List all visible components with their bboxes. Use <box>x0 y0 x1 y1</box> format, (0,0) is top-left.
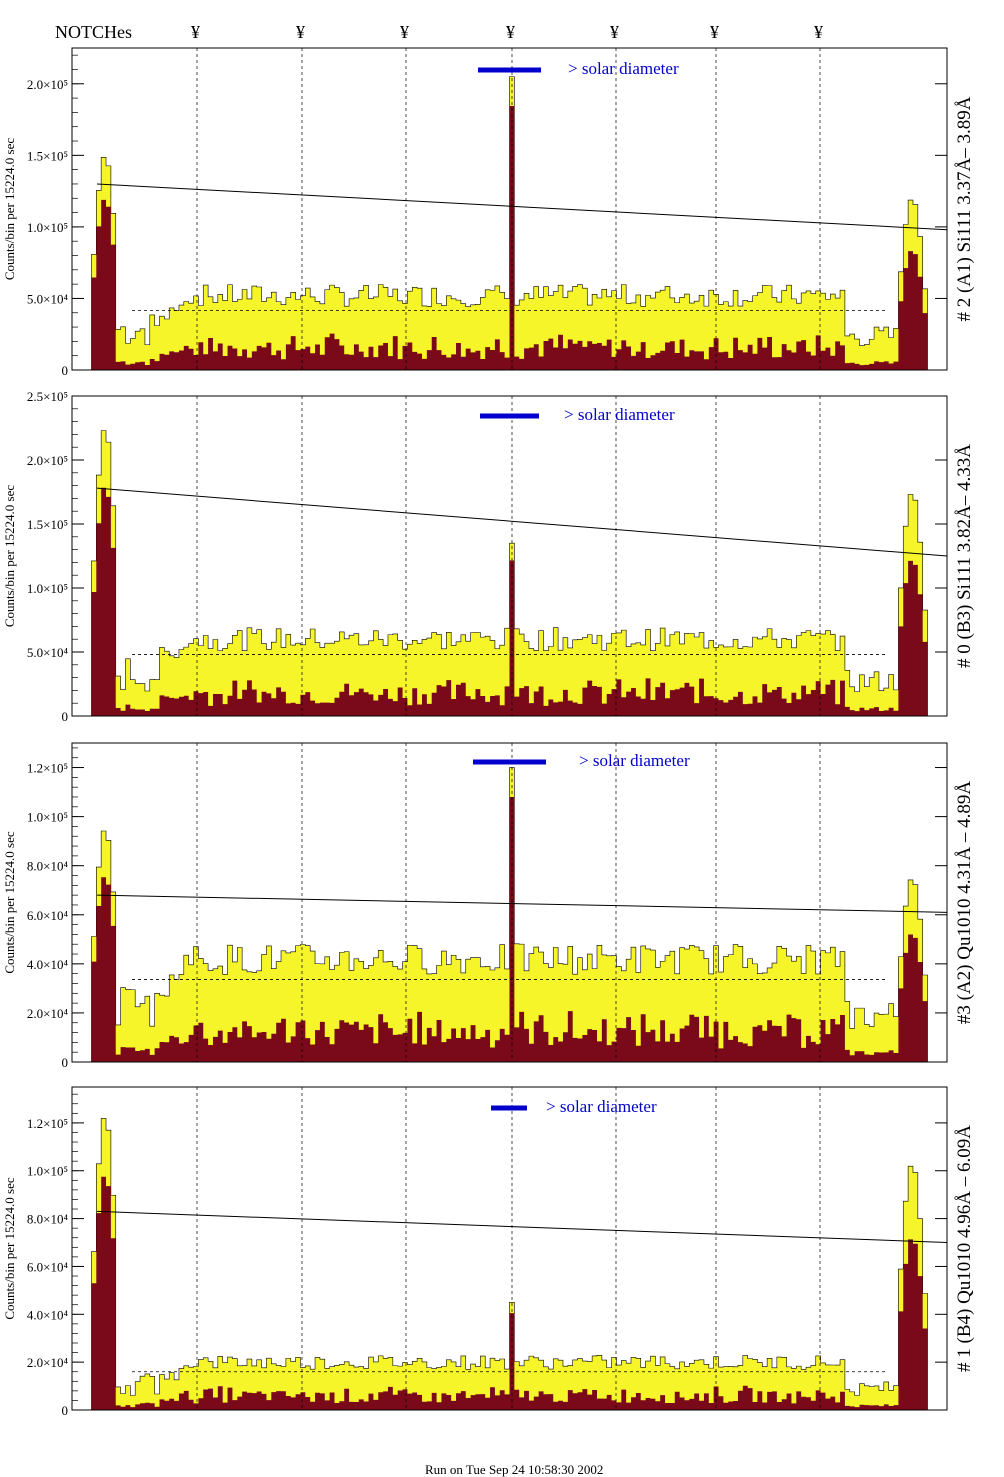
plot-frame <box>71 742 948 1063</box>
notch-glyph-2: ¥ <box>296 22 305 42</box>
panel-title: # 1 (B4) Qu1010 4.96Å – 6.09Å <box>954 1125 975 1372</box>
ytick-label: 4.0×10⁴ <box>27 1307 69 1322</box>
trend-line <box>96 1210 948 1244</box>
histogram-dark <box>72 105 947 371</box>
ytick-label: 2.0×10⁵ <box>27 453 68 468</box>
histogram-dark <box>72 1176 947 1410</box>
y-axis-label: Counts/bin per 15224.0 sec <box>2 1177 17 1319</box>
ytick-label: 1.0×10⁵ <box>27 581 68 596</box>
ytick-label: 2.0×10⁴ <box>27 1355 69 1370</box>
panel-2: 0 2.0×10⁴ 4.0×10⁴ 6.0×10⁴ 8.0×10⁴ 1.0×10⁵ 1.2×… <box>2 742 975 1070</box>
panel-1: 0 5.0×10⁴ 1.0×10⁵ 1.5×10⁵ 2.0×10⁵ 2.5×10⁵ > so… <box>2 389 975 724</box>
ytick-label: 1.5×10⁵ <box>27 517 68 532</box>
histogram-dark <box>72 487 947 716</box>
ytick-label: 8.0×10⁴ <box>27 859 69 874</box>
plot-frame <box>71 1086 948 1411</box>
ytick-label: 6.0×10⁴ <box>27 908 69 923</box>
ytick-label: 0 <box>62 1055 69 1070</box>
ytick-label: 0 <box>62 363 69 378</box>
ytick-label: 5.0×10⁴ <box>27 645 69 660</box>
ytick-label: 1.2×10⁵ <box>27 1116 68 1131</box>
notch-glyph-6: ¥ <box>710 22 719 42</box>
ytick-label: 1.0×10⁵ <box>27 220 68 235</box>
histogram-dark <box>72 796 947 1062</box>
panel-0: 0 5.0×10⁴ 1.0×10⁵ 1.5×10⁵ 2.0×10⁵ > solar dia… <box>2 47 975 378</box>
panel-3: 0 2.0×10⁴ 4.0×10⁴ 6.0×10⁴ 8.0×10⁴ 1.0×10⁵ 1.2×… <box>2 1086 975 1418</box>
notch-glyph-1: ¥ <box>191 22 200 42</box>
ytick-label: 1.2×10⁵ <box>27 761 68 776</box>
ytick-label: 8.0×10⁴ <box>27 1212 69 1227</box>
ytick-label: 4.0×10⁴ <box>27 957 69 972</box>
notch-glyph-3: ¥ <box>400 22 409 42</box>
notch-glyph-5: ¥ <box>610 22 619 42</box>
ytick-label: 0 <box>62 1403 69 1418</box>
ytick-label: 2.0×10⁴ <box>27 1006 69 1021</box>
y-axis-label: Counts/bin per 15224.0 sec <box>2 138 17 280</box>
ytick-label: 1.0×10⁵ <box>27 810 68 825</box>
ytick-label: 1.5×10⁵ <box>27 148 68 163</box>
notch-glyph-7: ¥ <box>814 22 823 42</box>
notch-markers: ¥ ¥ ¥ ¥ ¥ ¥ ¥ <box>191 22 823 42</box>
ytick-label: 5.0×10⁴ <box>27 291 69 306</box>
run-timestamp: Run on Tue Sep 24 10:58:30 2002 <box>425 1462 603 1477</box>
ytick-label: 2.0×10⁵ <box>27 77 68 92</box>
notches-label: NOTCHes <box>55 22 132 42</box>
ytick-label: 0 <box>62 709 69 724</box>
panel-title: # 0 (B3) Si111 3.82Å– 4.33Å <box>954 444 975 668</box>
notch-glyph-4: ¥ <box>506 22 515 42</box>
y-axis-label: Counts/bin per 15224.0 sec <box>2 485 17 627</box>
solar-diameter-label: > solar diameter <box>564 405 675 424</box>
trend-line <box>96 183 948 231</box>
chart-panels: 0 5.0×10⁴ 1.0×10⁵ 1.5×10⁵ 2.0×10⁵ > solar dia… <box>2 47 975 1418</box>
solar-diameter-label: > solar diameter <box>568 59 679 78</box>
solar-diameter-label: > solar diameter <box>579 751 690 770</box>
y-axis-label: Counts/bin per 15224.0 sec <box>2 831 17 973</box>
panel-title: # 2 (A1) Si111 3.37Å– 3.89Å <box>954 96 975 321</box>
trend-line <box>96 487 948 557</box>
panel-title: #3 (A2) Qu1010 4.31Å – 4.89Å <box>954 781 975 1025</box>
trend-line <box>96 894 948 913</box>
plot-frame <box>71 47 948 371</box>
solar-diameter-label: > solar diameter <box>546 1097 657 1116</box>
ytick-label: 1.0×10⁵ <box>27 1164 68 1179</box>
ytick-label: 6.0×10⁴ <box>27 1259 69 1274</box>
plot-frame <box>71 395 948 717</box>
ytick-label: 2.5×10⁵ <box>27 389 68 404</box>
